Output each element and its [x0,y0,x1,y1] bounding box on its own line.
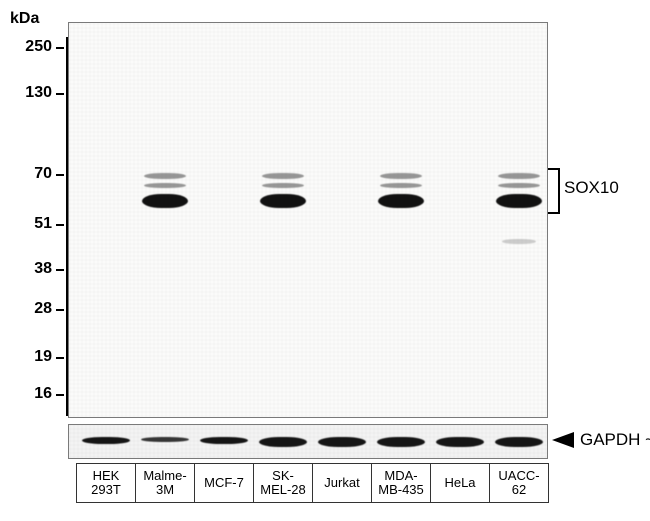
sox10-band-upper2 [498,183,540,188]
gapdh-band [495,437,543,447]
lane-label-text: HEK [93,469,120,483]
lane-label: HeLa [430,463,490,503]
gapdh-band [436,437,484,447]
lane-label: MDA-MB-435 [371,463,431,503]
lane-label: UACC-62 [489,463,549,503]
main-blot-membrane [68,22,548,418]
sox10-band-main [378,194,424,208]
sox10-band-main [260,194,306,208]
mw-tick [56,224,64,226]
western-blot-figure: kDa 250130705138281916 HEK293TMalme-3MMC… [0,0,650,521]
lane-label-text: SK- [272,469,294,483]
arrow-head-icon [552,432,574,448]
sox10-band-main [142,194,188,208]
lane-label-text: 62 [512,483,526,497]
loading-control-label: GAPDH ~37 kDa [580,430,650,450]
sox10-band-upper [144,173,186,179]
sox10-band-upper2 [144,183,186,188]
lane-label-text: MCF-7 [204,476,244,490]
mw-marker-label: 38 [10,260,52,278]
mw-marker-label: 250 [10,38,52,56]
sox10-band-upper2 [262,183,304,188]
lane-label-text: 3M [156,483,174,497]
gapdh-arrow-icon [552,432,574,448]
target-protein-label: SOX10 [564,178,619,198]
mw-marker-label: 70 [10,165,52,183]
mw-tick [56,93,64,95]
gapdh-band [200,437,248,444]
mw-marker-label: 19 [10,348,52,366]
sox10-band-faint [502,239,536,244]
mw-tick [56,47,64,49]
lane-label-text: HeLa [444,476,475,490]
mw-tick [56,309,64,311]
lane-label: Jurkat [312,463,372,503]
mw-tick [56,269,64,271]
gapdh-band [318,437,366,447]
mw-marker-label: 28 [10,300,52,318]
gapdh-band [82,437,130,444]
mw-marker-label: 51 [10,215,52,233]
lane-label-text: MEL-28 [260,483,306,497]
lane-label-text: UACC- [498,469,539,483]
sox10-bracket [548,168,560,214]
sox10-band-upper [262,173,304,179]
sox10-band-upper2 [380,183,422,188]
lane-label: Malme-3M [135,463,195,503]
y-axis-unit: kDa [10,10,54,28]
lane-label-text: 293T [91,483,121,497]
mw-tick [56,174,64,176]
lane-label: SK-MEL-28 [253,463,313,503]
mw-tick [56,394,64,396]
mw-tick [56,357,64,359]
sox10-band-upper [380,173,422,179]
lane-label-text: MB-435 [378,483,424,497]
lane-label: MCF-7 [194,463,254,503]
sox10-band-upper [498,173,540,179]
lane-label: HEK293T [76,463,136,503]
mw-marker-label: 130 [10,84,52,102]
lane-label-text: MDA- [384,469,417,483]
gapdh-blot-membrane [68,424,548,459]
membrane-texture [69,23,547,417]
lane-label-text: Malme- [143,469,186,483]
sox10-band-main [496,194,542,208]
mw-marker-label: 16 [10,385,52,403]
gapdh-band [259,437,307,447]
gapdh-band [377,437,425,447]
gapdh-band [141,437,189,442]
lane-label-text: Jurkat [324,476,359,490]
